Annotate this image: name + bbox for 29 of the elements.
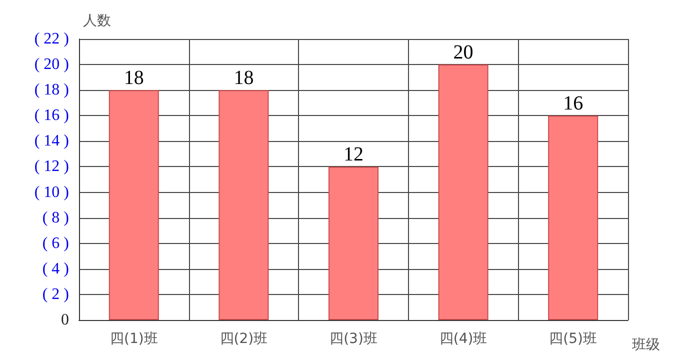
bar: [218, 90, 269, 320]
y-tick-label: ( 12 ): [34, 158, 69, 176]
y-tick-label: ( 8 ): [42, 209, 69, 226]
y-tick-label: ( 14 ): [34, 132, 69, 150]
x-tick-label: 四(4)班: [439, 331, 488, 347]
data-label: 18: [124, 67, 144, 90]
y-axis-title: 人数: [83, 12, 111, 28]
y-tick-label: ( 10 ): [34, 184, 69, 201]
data-label: 16: [563, 92, 584, 115]
bar: [108, 90, 159, 320]
y-tick-label: ( 22 ): [34, 30, 69, 48]
data-label: 12: [344, 144, 364, 166]
x-tick-label: 四(3)班: [330, 331, 378, 347]
y-tick-label: 0: [61, 312, 69, 328]
data-label: 20: [453, 42, 474, 64]
y-tick-label: ( 20 ): [34, 56, 69, 74]
y-tick-label: ( 6 ): [42, 234, 69, 252]
y-tick-label: ( 16 ): [34, 107, 69, 124]
bar: [548, 116, 598, 320]
x-tick-label: 四(2)班: [220, 331, 268, 347]
bar: [438, 64, 488, 320]
y-tick-label: ( 18 ): [34, 82, 69, 99]
y-tick-label: ( 2 ): [42, 286, 69, 303]
y-tick-label: ( 4 ): [42, 260, 69, 278]
x-axis-title: 班级: [632, 337, 660, 353]
x-tick-label: 四(5)班: [549, 331, 598, 347]
data-label: 18: [234, 67, 254, 90]
x-tick-label: 四(1)班: [110, 331, 158, 347]
bar: [328, 166, 378, 320]
